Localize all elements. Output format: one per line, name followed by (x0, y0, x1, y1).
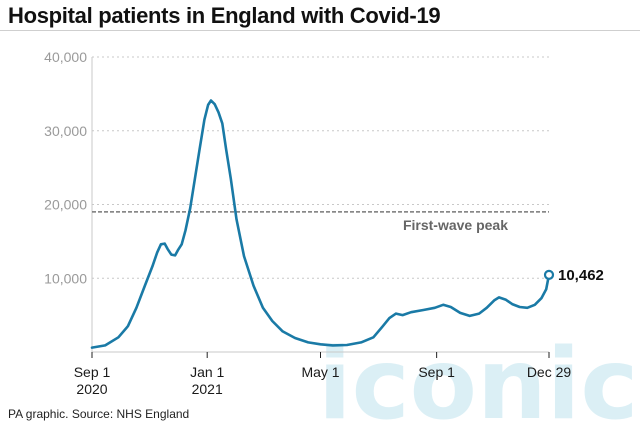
x-tick-label-2: May 1 (301, 364, 339, 380)
x-tick-year-0: 2020 (76, 381, 107, 397)
end-point-marker (543, 269, 555, 280)
series-line-0 (90, 99, 551, 349)
source-footer: PA graphic. Source: NHS England (8, 407, 190, 421)
x-tick-label-0: Sep 1 (74, 364, 111, 380)
series-group: 10,462 (90, 99, 604, 349)
x-tick-label-3: Sep 1 (418, 364, 455, 380)
first-wave-peak-label: First-wave peak (403, 217, 508, 233)
chart-title: Hospital patients in England with Covid-… (8, 3, 441, 28)
y-tick-label-3: 40,000 (44, 49, 87, 65)
end-value-label: 10,462 (558, 267, 604, 284)
x-tick-label-4: Dec 29 (527, 364, 572, 380)
watermark: iconic (318, 328, 638, 427)
watermark-text: iconic (318, 328, 638, 427)
reference-line-group: First-wave peak (92, 211, 549, 233)
y-axis-ticks: 10,000 20,000 30,000 40,000 (44, 49, 87, 286)
title-divider (0, 30, 640, 31)
y-tick-label-2: 30,000 (44, 123, 87, 139)
y-tick-label-0: 10,000 (44, 270, 87, 286)
x-tick-year-1: 2021 (192, 381, 223, 397)
y-tick-label-1: 20,000 (44, 197, 87, 213)
grid-lines (91, 56, 549, 353)
x-tick-label-1: Jan 1 (190, 364, 224, 380)
